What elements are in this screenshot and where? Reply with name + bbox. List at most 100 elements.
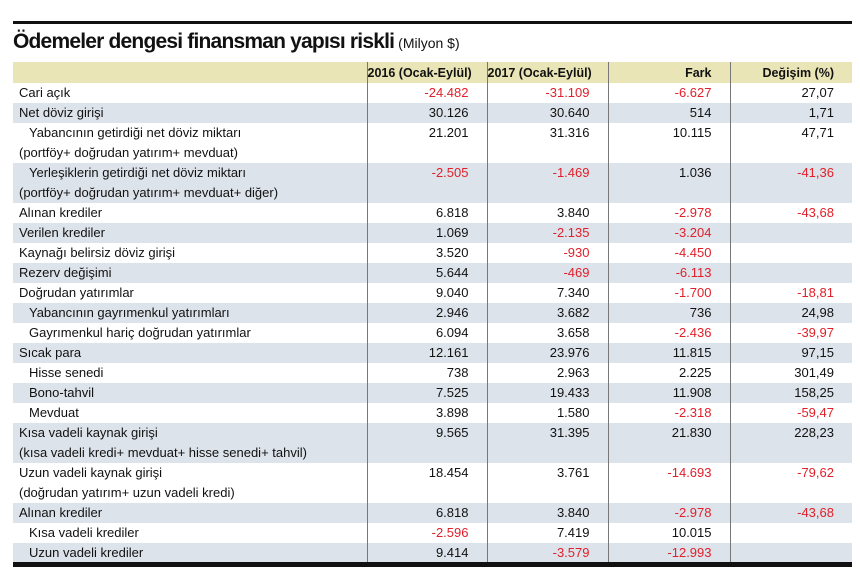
row-label: Doğrudan yatırımlar: [19, 285, 134, 300]
row-label-cell: Net döviz girişi: [13, 103, 367, 123]
value-2017: -1.469: [486, 163, 608, 203]
value-degisim: -43,68: [729, 503, 852, 523]
row-sublabel: (kısa vadeli kredi+ mevduat+ hisse sened…: [19, 445, 307, 460]
value-2016: 3.898: [366, 403, 487, 423]
table-row: Rezerv değişimi 5.644 -469 -6.113: [13, 263, 852, 283]
value-2016: 1.069: [366, 223, 487, 243]
value-fark: 736: [607, 303, 730, 323]
table-row: Kısa vadeli kaynak girişi (kısa vadeli kr…: [13, 423, 852, 463]
value-2017: -3.579: [486, 543, 608, 563]
value-fark: -4.450: [607, 243, 730, 263]
row-label-cell: Cari açık: [13, 83, 367, 103]
value-fark: 1.036: [607, 163, 730, 203]
header-2017: 2017 (Ocak-Eylül): [486, 62, 608, 83]
row-label-cell: Yabancının getirdiği net döviz miktarı (p…: [13, 123, 367, 163]
value-degisim: [729, 223, 852, 243]
table-row: Yabancının gayrımenkul yatırımları 2.946 3…: [13, 303, 852, 323]
table-row: Alınan krediler 6.818 3.840 -2.978 -43,68: [13, 503, 852, 523]
row-label: Mevduat: [29, 405, 79, 420]
value-2016: 18.454: [366, 463, 487, 503]
value-fark: 2.225: [607, 363, 730, 383]
table-row: Uzun vadeli kaynak girişi (doğrudan yatır…: [13, 463, 852, 503]
row-label: Verilen krediler: [19, 225, 105, 240]
table-row: Hisse senedi 738 2.963 2.225 301,49: [13, 363, 852, 383]
value-fark: 10.015: [607, 523, 730, 543]
value-degisim: 24,98: [729, 303, 852, 323]
page-title: Ödemeler dengesi finansman yapısı riskli: [13, 30, 395, 53]
value-2017: 23.976: [486, 343, 608, 363]
row-label: Yabancının gayrımenkul yatırımları: [29, 305, 230, 320]
value-2016: -2.596: [366, 523, 487, 543]
value-degisim: -79,62: [729, 463, 852, 503]
value-fark: -2.978: [607, 503, 730, 523]
title-block: Ödemeler dengesi finansman yapısı riskli…: [13, 30, 460, 54]
value-degisim: 97,15: [729, 343, 852, 363]
value-degisim: -59,47: [729, 403, 852, 423]
header-2016: 2016 (Ocak-Eylül): [366, 62, 487, 83]
value-fark: 11.908: [607, 383, 730, 403]
row-label-cell: Verilen krediler: [13, 223, 367, 243]
table-row: Doğrudan yatırımlar 9.040 7.340 -1.700 -18,8…: [13, 283, 852, 303]
value-2017: 2.963: [486, 363, 608, 383]
value-2016: 7.525: [366, 383, 487, 403]
row-label: Kaynağı belirsiz döviz girişi: [19, 245, 176, 260]
row-label-cell: Kaynağı belirsiz döviz girişi: [13, 243, 367, 263]
value-2017: 3.658: [486, 323, 608, 343]
value-2017: 3.840: [486, 503, 608, 523]
table-row: Yabancının getirdiği net döviz miktarı (p…: [13, 123, 852, 163]
value-2016: 6.818: [366, 503, 487, 523]
row-label: Yabancının getirdiği net döviz miktarı: [29, 125, 242, 140]
value-degisim: 47,71: [729, 123, 852, 163]
value-2017: -31.109: [486, 83, 608, 103]
value-degisim: 158,25: [729, 383, 852, 403]
header-row: 2016 (Ocak-Eylül) 2017 (Ocak-Eylül) Fark…: [13, 62, 852, 83]
row-label: Alınan krediler: [19, 505, 103, 520]
value-2016: 9.414: [366, 543, 487, 563]
row-label-cell: Alınan krediler: [13, 503, 367, 523]
value-fark: -2.436: [607, 323, 730, 343]
row-label-cell: Sıcak para: [13, 343, 367, 363]
value-2016: 12.161: [366, 343, 487, 363]
unit-label: (Milyon $): [398, 35, 460, 51]
row-label-cell: Bono-tahvil: [13, 383, 367, 403]
row-label: Kısa vadeli krediler: [29, 525, 139, 540]
table-row: Sıcak para 12.161 23.976 11.815 97,15: [13, 343, 852, 363]
row-label: Gayrımenkul hariç doğrudan yatırımlar: [29, 325, 251, 340]
value-degisim: [729, 523, 852, 543]
balance-of-payments-table: 2016 (Ocak-Eylül) 2017 (Ocak-Eylül) Fark…: [13, 62, 852, 563]
value-fark: -6.113: [607, 263, 730, 283]
row-label-cell: Doğrudan yatırımlar: [13, 283, 367, 303]
value-2017: 3.682: [486, 303, 608, 323]
table-row: Mevduat 3.898 1.580 -2.318 -59,47: [13, 403, 852, 423]
row-label: Yerleşiklerin getirdiği net döviz miktar…: [29, 165, 247, 180]
table-row: Net döviz girişi 30.126 30.640 514 1,71: [13, 103, 852, 123]
value-degisim: 27,07: [729, 83, 852, 103]
value-fark: 10.115: [607, 123, 730, 163]
value-2017: 3.761: [486, 463, 608, 503]
row-label: Bono-tahvil: [29, 385, 95, 400]
value-degisim: [729, 243, 852, 263]
table-row: Gayrımenkul hariç doğrudan yatırımlar 6.0…: [13, 323, 852, 343]
row-label: Hisse senedi: [29, 365, 104, 380]
row-label: Uzun vadeli krediler: [29, 545, 144, 560]
value-fark: 11.815: [607, 343, 730, 363]
value-degisim: 228,23: [729, 423, 852, 463]
value-2017: 30.640: [486, 103, 608, 123]
top-rule: [13, 21, 852, 24]
value-2017: -2.135: [486, 223, 608, 243]
value-degisim: -43,68: [729, 203, 852, 223]
row-label-cell: Yerleşiklerin getirdiği net döviz miktar…: [13, 163, 367, 203]
value-2016: -2.505: [366, 163, 487, 203]
table-row: Kaynağı belirsiz döviz girişi 3.520 -930 -4…: [13, 243, 852, 263]
row-label: Cari açık: [19, 85, 71, 100]
row-sublabel: (doğrudan yatırım+ uzun vadeli kredi): [19, 485, 235, 500]
value-degisim: -39,97: [729, 323, 852, 343]
header-degisim: Değişim (%): [729, 62, 852, 83]
row-label: Rezerv değişimi: [19, 265, 112, 280]
row-label: Alınan krediler: [19, 205, 103, 220]
row-label-cell: Uzun vadeli krediler: [13, 543, 367, 563]
value-fark: 21.830: [607, 423, 730, 463]
value-2016: 21.201: [366, 123, 487, 163]
row-label-cell: Yabancının gayrımenkul yatırımları: [13, 303, 367, 323]
value-2016: 9.565: [366, 423, 487, 463]
